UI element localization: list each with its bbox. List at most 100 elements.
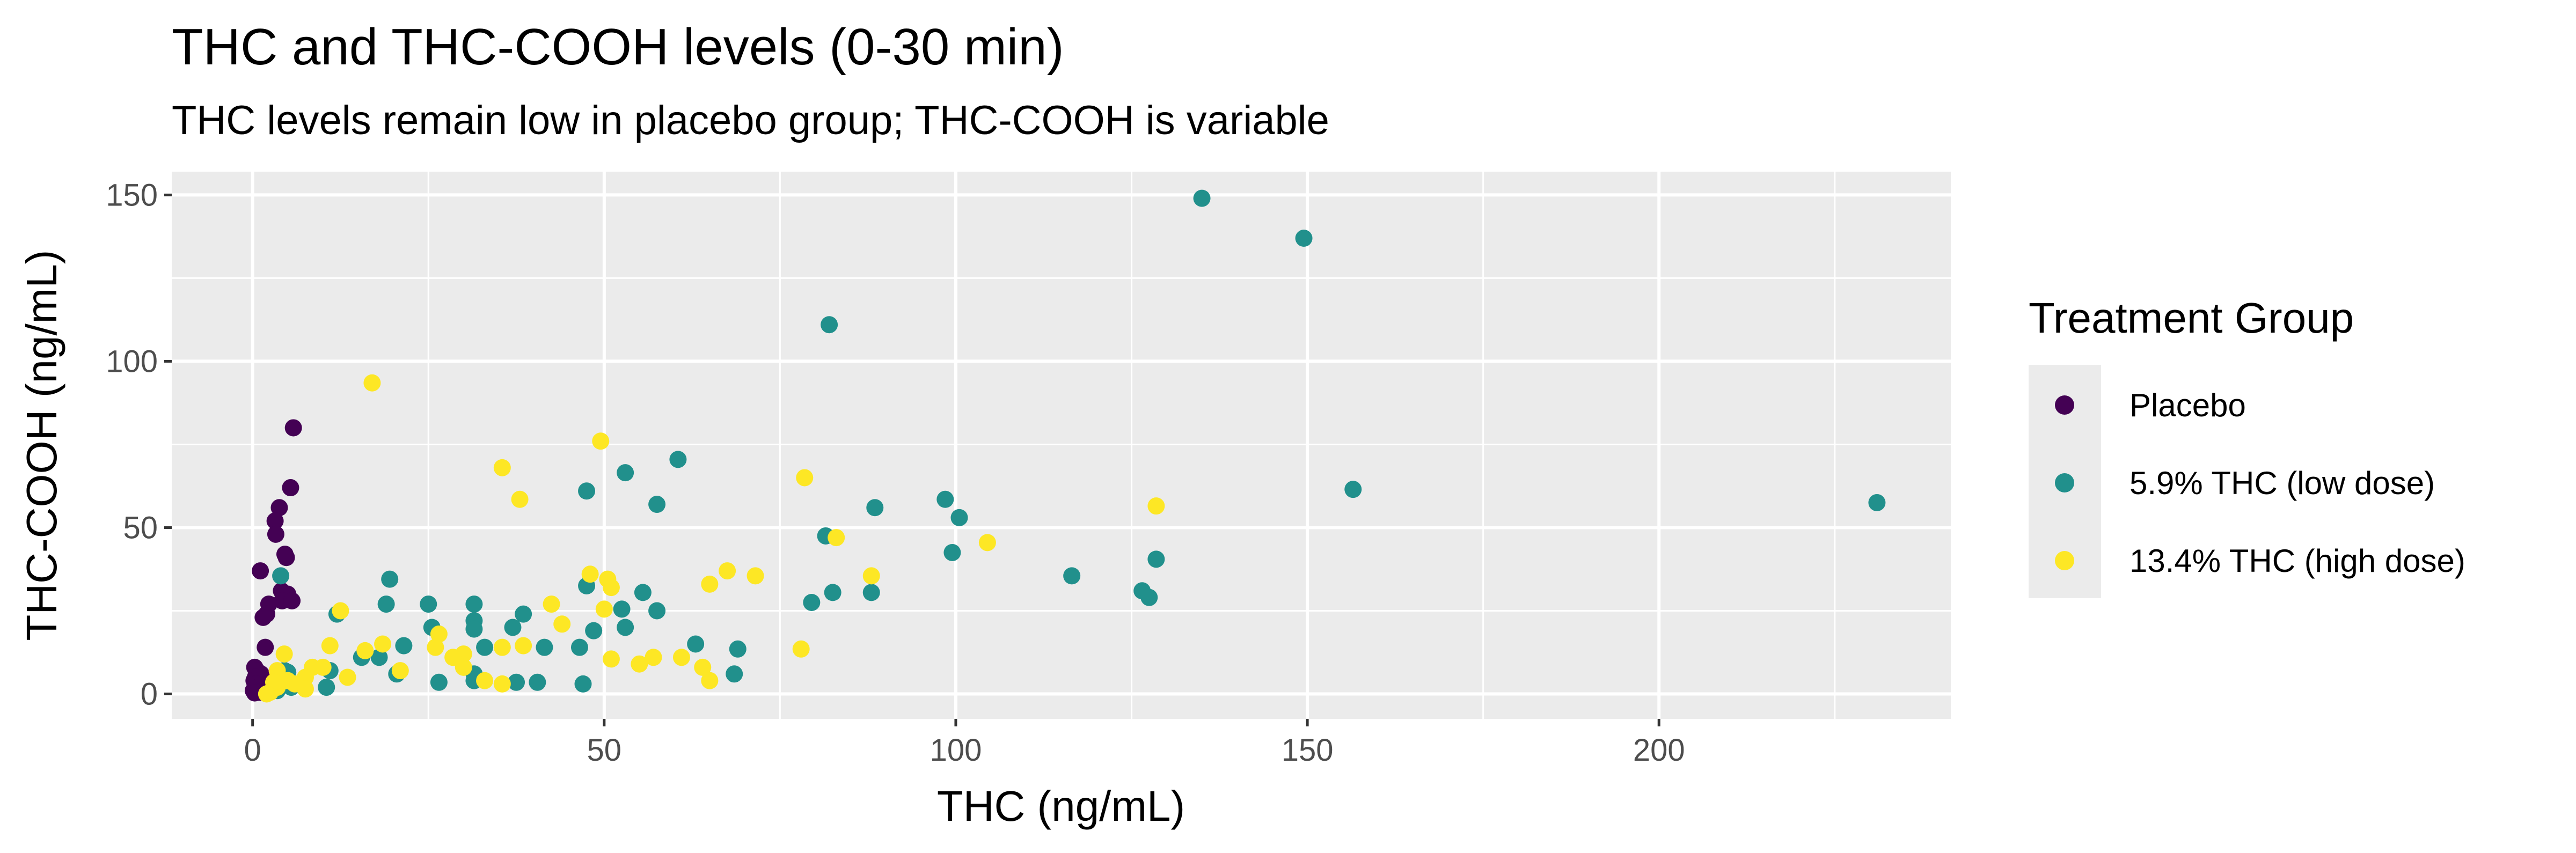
data-point-series-2 — [936, 490, 954, 508]
data-point-series-2 — [465, 595, 483, 613]
data-point-series-3 — [645, 649, 662, 666]
data-point-series-2 — [803, 593, 821, 611]
data-point-series-2 — [318, 679, 335, 696]
data-point-series-3 — [258, 685, 275, 703]
data-point-series-2 — [648, 496, 666, 513]
legend-title: Treatment Group — [2029, 294, 2354, 342]
data-point-series-2 — [1147, 550, 1165, 568]
data-point-series-3 — [701, 672, 719, 689]
data-point-series-3 — [515, 637, 532, 655]
data-point-series-2 — [950, 509, 968, 526]
data-point-series-3 — [581, 565, 599, 583]
data-point-series-1 — [284, 419, 302, 437]
y-tick-label: 0 — [141, 676, 158, 711]
data-points — [244, 189, 1886, 703]
x-tick-label: 100 — [930, 733, 982, 768]
data-point-series-2 — [648, 602, 666, 620]
data-point-series-2 — [866, 499, 884, 517]
data-point-series-2 — [1140, 589, 1158, 606]
data-point-series-3 — [1147, 497, 1165, 515]
data-point-series-3 — [444, 649, 462, 666]
data-point-series-2 — [821, 316, 838, 334]
data-point-series-3 — [430, 625, 448, 643]
x-tick-label: 50 — [587, 733, 622, 768]
y-tick-label: 150 — [106, 178, 158, 212]
data-point-series-3 — [543, 595, 560, 613]
data-point-series-1 — [266, 512, 284, 530]
data-point-series-2 — [585, 622, 603, 639]
data-point-series-2 — [617, 619, 634, 636]
data-point-series-1 — [270, 499, 288, 517]
data-point-series-2 — [613, 600, 631, 618]
data-point-series-2 — [508, 673, 525, 691]
x-axis-title: THC (ng/mL) — [937, 782, 1185, 830]
data-point-series-3 — [321, 637, 339, 655]
data-point-series-1 — [283, 592, 301, 609]
data-point-series-2 — [617, 464, 634, 482]
data-point-series-3 — [339, 668, 356, 686]
data-point-series-1 — [277, 549, 295, 567]
data-point-series-2 — [420, 595, 437, 613]
y-axis-title: THC-COOH (ng/mL) — [18, 250, 65, 641]
data-point-series-2 — [1063, 567, 1081, 585]
legend-key-3 — [2055, 551, 2074, 570]
data-point-series-3 — [747, 567, 764, 585]
data-point-series-2 — [726, 665, 743, 683]
legend-entries: Placebo 5.9% THC (low dose) 13.4% THC (hig… — [2055, 387, 2465, 579]
data-point-series-3 — [602, 650, 620, 668]
data-point-series-2 — [395, 637, 413, 655]
plot-panel — [172, 172, 1951, 719]
data-point-series-1 — [252, 562, 269, 580]
data-point-series-2 — [381, 570, 399, 588]
data-point-series-3 — [363, 374, 381, 392]
data-point-series-2 — [862, 584, 880, 601]
data-point-series-2 — [824, 584, 841, 601]
data-point-series-3 — [427, 638, 444, 656]
data-point-series-1 — [257, 638, 274, 656]
data-point-series-3 — [374, 635, 392, 653]
y-axis: 0 50 100 150 — [106, 178, 172, 711]
data-point-series-2 — [515, 605, 532, 623]
data-point-series-2 — [570, 638, 588, 656]
data-point-series-2 — [370, 649, 388, 666]
data-point-series-2 — [377, 595, 395, 613]
data-point-series-3 — [493, 459, 511, 476]
data-point-series-3 — [553, 615, 571, 633]
data-point-series-2 — [943, 543, 961, 561]
data-point-series-3 — [631, 655, 648, 673]
data-point-series-3 — [476, 672, 494, 689]
data-point-series-2 — [634, 584, 652, 601]
data-point-series-2 — [574, 675, 592, 693]
data-point-series-1 — [267, 525, 284, 543]
data-point-series-2 — [578, 482, 596, 500]
legend-label-2: 5.9% THC (low dose) — [2129, 465, 2435, 501]
data-point-series-2 — [536, 638, 553, 656]
data-point-series-2 — [687, 635, 705, 653]
data-point-series-3 — [595, 600, 613, 618]
data-point-series-2 — [430, 673, 448, 691]
chart-title: THC and THC-COOH levels (0-30 min) — [172, 18, 1064, 76]
data-point-series-3 — [719, 562, 736, 580]
x-tick-label: 150 — [1282, 733, 1334, 768]
data-point-series-2 — [729, 640, 747, 658]
data-point-series-2 — [272, 567, 290, 585]
data-point-series-3 — [862, 567, 880, 585]
data-point-series-2 — [476, 638, 494, 656]
data-point-series-1 — [282, 479, 299, 497]
data-point-series-2 — [529, 673, 546, 691]
legend-label-1: Placebo — [2129, 387, 2246, 423]
data-point-series-3 — [796, 469, 814, 487]
data-point-series-3 — [672, 649, 690, 666]
x-axis: 0 50 100 150 200 — [244, 719, 1685, 768]
y-tick-label: 50 — [123, 510, 158, 545]
legend-key-2 — [2055, 473, 2074, 492]
y-tick-label: 100 — [106, 344, 158, 379]
x-tick-label: 200 — [1633, 733, 1685, 768]
x-tick-label: 0 — [244, 733, 261, 768]
data-point-series-3 — [701, 575, 719, 593]
data-point-series-3 — [592, 432, 610, 450]
data-point-series-3 — [828, 529, 845, 547]
data-point-series-2 — [1295, 230, 1313, 247]
data-point-series-3 — [694, 658, 712, 676]
